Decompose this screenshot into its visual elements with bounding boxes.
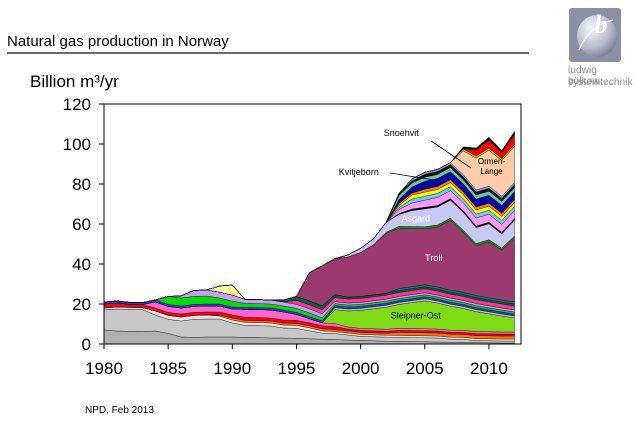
- logo-mark-icon: b: [569, 8, 621, 62]
- x-tick-label: 1990: [213, 359, 251, 378]
- x-tick-label: 1985: [149, 359, 187, 378]
- slide-title: Natural gas production in Norway: [7, 33, 229, 50]
- logo-text-line1: ludwig bölkow: [568, 65, 600, 87]
- annotation-sleipner-ost: Sleipner-Ost: [391, 311, 442, 321]
- y-tick-label: 40: [72, 255, 91, 274]
- annotation-troll: Troll: [425, 253, 442, 263]
- x-tick-label: 1980: [85, 359, 123, 378]
- source-note: NPD, Feb 2013: [85, 405, 154, 416]
- y-unit-label: Billion m³/yr: [30, 72, 119, 91]
- y-tick-label: 0: [82, 335, 91, 354]
- company-logo: b ludwig bölkow systemtechnik: [565, 6, 633, 102]
- title-rule: [7, 52, 529, 54]
- annotation-snoehvit-pointer: [430, 140, 472, 169]
- y-tick-label: 60: [72, 215, 91, 234]
- x-tick-label: 1995: [278, 359, 316, 378]
- x-tick-label: 2010: [470, 359, 508, 378]
- annotation-ormen-lange-line2: Lange: [480, 167, 503, 176]
- logo-text-line2: systemtechnik: [568, 77, 633, 88]
- x-tick-label: 2000: [342, 359, 380, 378]
- y-tick-label: 100: [63, 135, 91, 154]
- annotation-kvitjeborn: Kvitjeborn: [339, 167, 379, 177]
- axes-layer: [99, 103, 522, 349]
- tick-labels-layer: 0 20 40 60 80 100 120 1980 1985 1990 1995 2000 2005 2…: [63, 95, 508, 378]
- annotation-snoehvit: Snoehvit: [384, 128, 420, 138]
- annotation-asgard: Asgard: [402, 214, 431, 224]
- logo-letter: b: [595, 10, 608, 39]
- annotations-layer: Troll Asgard Sleipner-Ost Ormen-Lange Snoehv…: [339, 128, 506, 321]
- annotation-ormen-lange-line1: Ormen-: [478, 157, 505, 166]
- y-tick-label: 80: [72, 175, 91, 194]
- y-tick-label: 20: [72, 295, 91, 314]
- x-tick-label: 2005: [406, 359, 444, 378]
- annotation-kvitjeborn-pointer: [390, 172, 441, 182]
- y-tick-label: 120: [63, 95, 91, 114]
- area-layer: [103, 131, 515, 345]
- area-series-31: [103, 131, 515, 303]
